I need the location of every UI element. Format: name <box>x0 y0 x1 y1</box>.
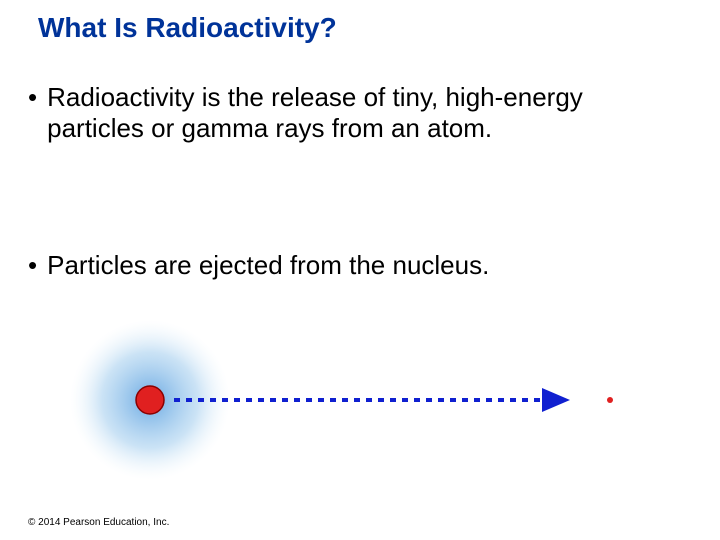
arrow-head <box>542 388 570 412</box>
bullet-text-1: Radioactivity is the release of tiny, hi… <box>47 82 647 144</box>
ejected-particle <box>607 397 613 403</box>
bullet-item-2: • Particles are ejected from the nucleus… <box>28 250 647 281</box>
radioactivity-diagram <box>40 320 660 480</box>
bullet-item-1: • Radioactivity is the release of tiny, … <box>28 82 647 144</box>
bullet-text-2: Particles are ejected from the nucleus. <box>47 250 647 281</box>
nucleus-icon <box>136 386 164 414</box>
diagram-svg <box>40 320 660 480</box>
copyright-text: © 2014 Pearson Education, Inc. <box>28 517 169 528</box>
slide-title: What Is Radioactivity? <box>38 12 337 44</box>
bullet-dot: • <box>28 250 37 281</box>
bullet-dot: • <box>28 82 37 113</box>
